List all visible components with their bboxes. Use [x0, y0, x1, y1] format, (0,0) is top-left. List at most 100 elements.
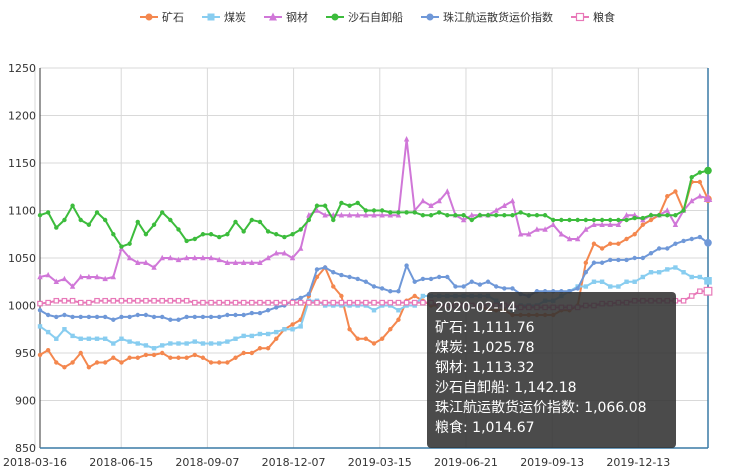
data-point: [396, 308, 401, 313]
data-point: [184, 355, 189, 360]
data-point: [200, 341, 206, 346]
legend-item[interactable]: 粮食: [571, 10, 615, 24]
data-point: [608, 217, 613, 223]
data-point: [608, 257, 613, 263]
tooltip-row: 煤炭: 1,025.78: [435, 340, 535, 356]
data-point: [681, 270, 686, 275]
data-point: [322, 212, 328, 218]
data-point: [404, 210, 409, 215]
data-point: [102, 336, 108, 341]
data-point: [159, 314, 165, 320]
data-point: [102, 360, 108, 365]
data-point: [338, 299, 345, 306]
data-point: [290, 232, 295, 237]
data-point: [493, 213, 499, 218]
data-point: [159, 297, 165, 304]
data-point: [249, 259, 255, 265]
data-point: [224, 299, 231, 306]
legend-label: 钢材: [286, 10, 308, 24]
data-point: [339, 200, 344, 206]
data-point: [355, 276, 360, 282]
data-point: [665, 194, 670, 199]
data-point: [232, 299, 239, 306]
data-point: [265, 331, 271, 337]
data-point: [339, 272, 344, 278]
data-point: [62, 217, 67, 223]
data-point: [591, 217, 597, 223]
data-point: [167, 254, 174, 261]
data-point: [673, 189, 678, 194]
legend-item[interactable]: 珠江航运散货运价指数: [421, 10, 553, 24]
data-point: [689, 274, 694, 280]
data-point: [176, 341, 181, 346]
data-point: [241, 350, 246, 356]
data-point: [175, 297, 182, 304]
data-point: [338, 212, 345, 218]
data-point: [624, 257, 629, 263]
data-point: [445, 274, 450, 280]
data-point: [575, 286, 580, 291]
data-point: [62, 327, 67, 332]
legend-item[interactable]: 矿石: [140, 11, 184, 24]
legend-swatch-marker: [426, 13, 434, 21]
data-point: [559, 217, 564, 223]
data-point: [176, 355, 181, 360]
y-tick-label: 900: [15, 395, 36, 408]
data-point: [240, 259, 247, 265]
data-point: [388, 303, 393, 308]
data-point: [216, 299, 223, 306]
data-point: [420, 197, 426, 204]
tooltip-row: 粮食: 1,014.67: [435, 420, 535, 436]
data-point: [200, 299, 206, 306]
data-point: [363, 208, 369, 213]
data-point: [61, 297, 68, 304]
data-point: [485, 213, 491, 218]
data-point: [697, 179, 703, 185]
legend-item[interactable]: 钢材: [264, 10, 308, 24]
data-point: [274, 336, 279, 341]
data-point: [232, 259, 239, 265]
data-point: [566, 235, 573, 242]
data-point: [94, 297, 100, 304]
legend-item[interactable]: 沙石自卸船: [326, 10, 403, 24]
data-point: [111, 317, 116, 322]
data-point: [599, 279, 605, 284]
tooltip-row: 矿石: 1,111.76: [435, 320, 535, 336]
data-point: [127, 314, 132, 320]
data-point: [355, 212, 361, 218]
data-point: [632, 232, 637, 237]
legend-label: 粮食: [593, 10, 615, 24]
data-point: [387, 299, 394, 306]
data-point: [249, 350, 255, 356]
data-point: [143, 259, 149, 265]
data-point: [469, 217, 474, 223]
data-point: [591, 279, 597, 284]
data-point: [86, 273, 92, 280]
y-tick-label: 1200: [8, 110, 36, 123]
data-point: [118, 297, 125, 304]
legend-item[interactable]: 煤炭: [202, 11, 246, 24]
legend-swatch-marker: [207, 13, 215, 21]
data-point: [371, 284, 377, 289]
data-point: [680, 297, 687, 304]
data-point: [159, 254, 165, 261]
data-point: [127, 355, 132, 360]
data-point: [640, 222, 646, 227]
data-point: [176, 227, 181, 232]
x-tick-label: 2018-03-16: [3, 456, 67, 469]
data-point: [78, 336, 83, 341]
data-point: [192, 254, 198, 261]
data-point: [673, 241, 678, 246]
data-point: [216, 256, 222, 263]
data-point: [640, 215, 646, 221]
x-tick-label: 2018-06-15: [89, 456, 153, 469]
x-tick-label: 2019-03-15: [348, 456, 412, 469]
data-point: [54, 336, 59, 341]
data-point: [314, 299, 320, 306]
data-point: [689, 197, 695, 204]
data-point: [225, 232, 230, 237]
data-point: [665, 213, 670, 218]
legend-swatch-marker: [269, 12, 277, 21]
data-point: [567, 217, 572, 223]
data-point: [331, 303, 336, 308]
